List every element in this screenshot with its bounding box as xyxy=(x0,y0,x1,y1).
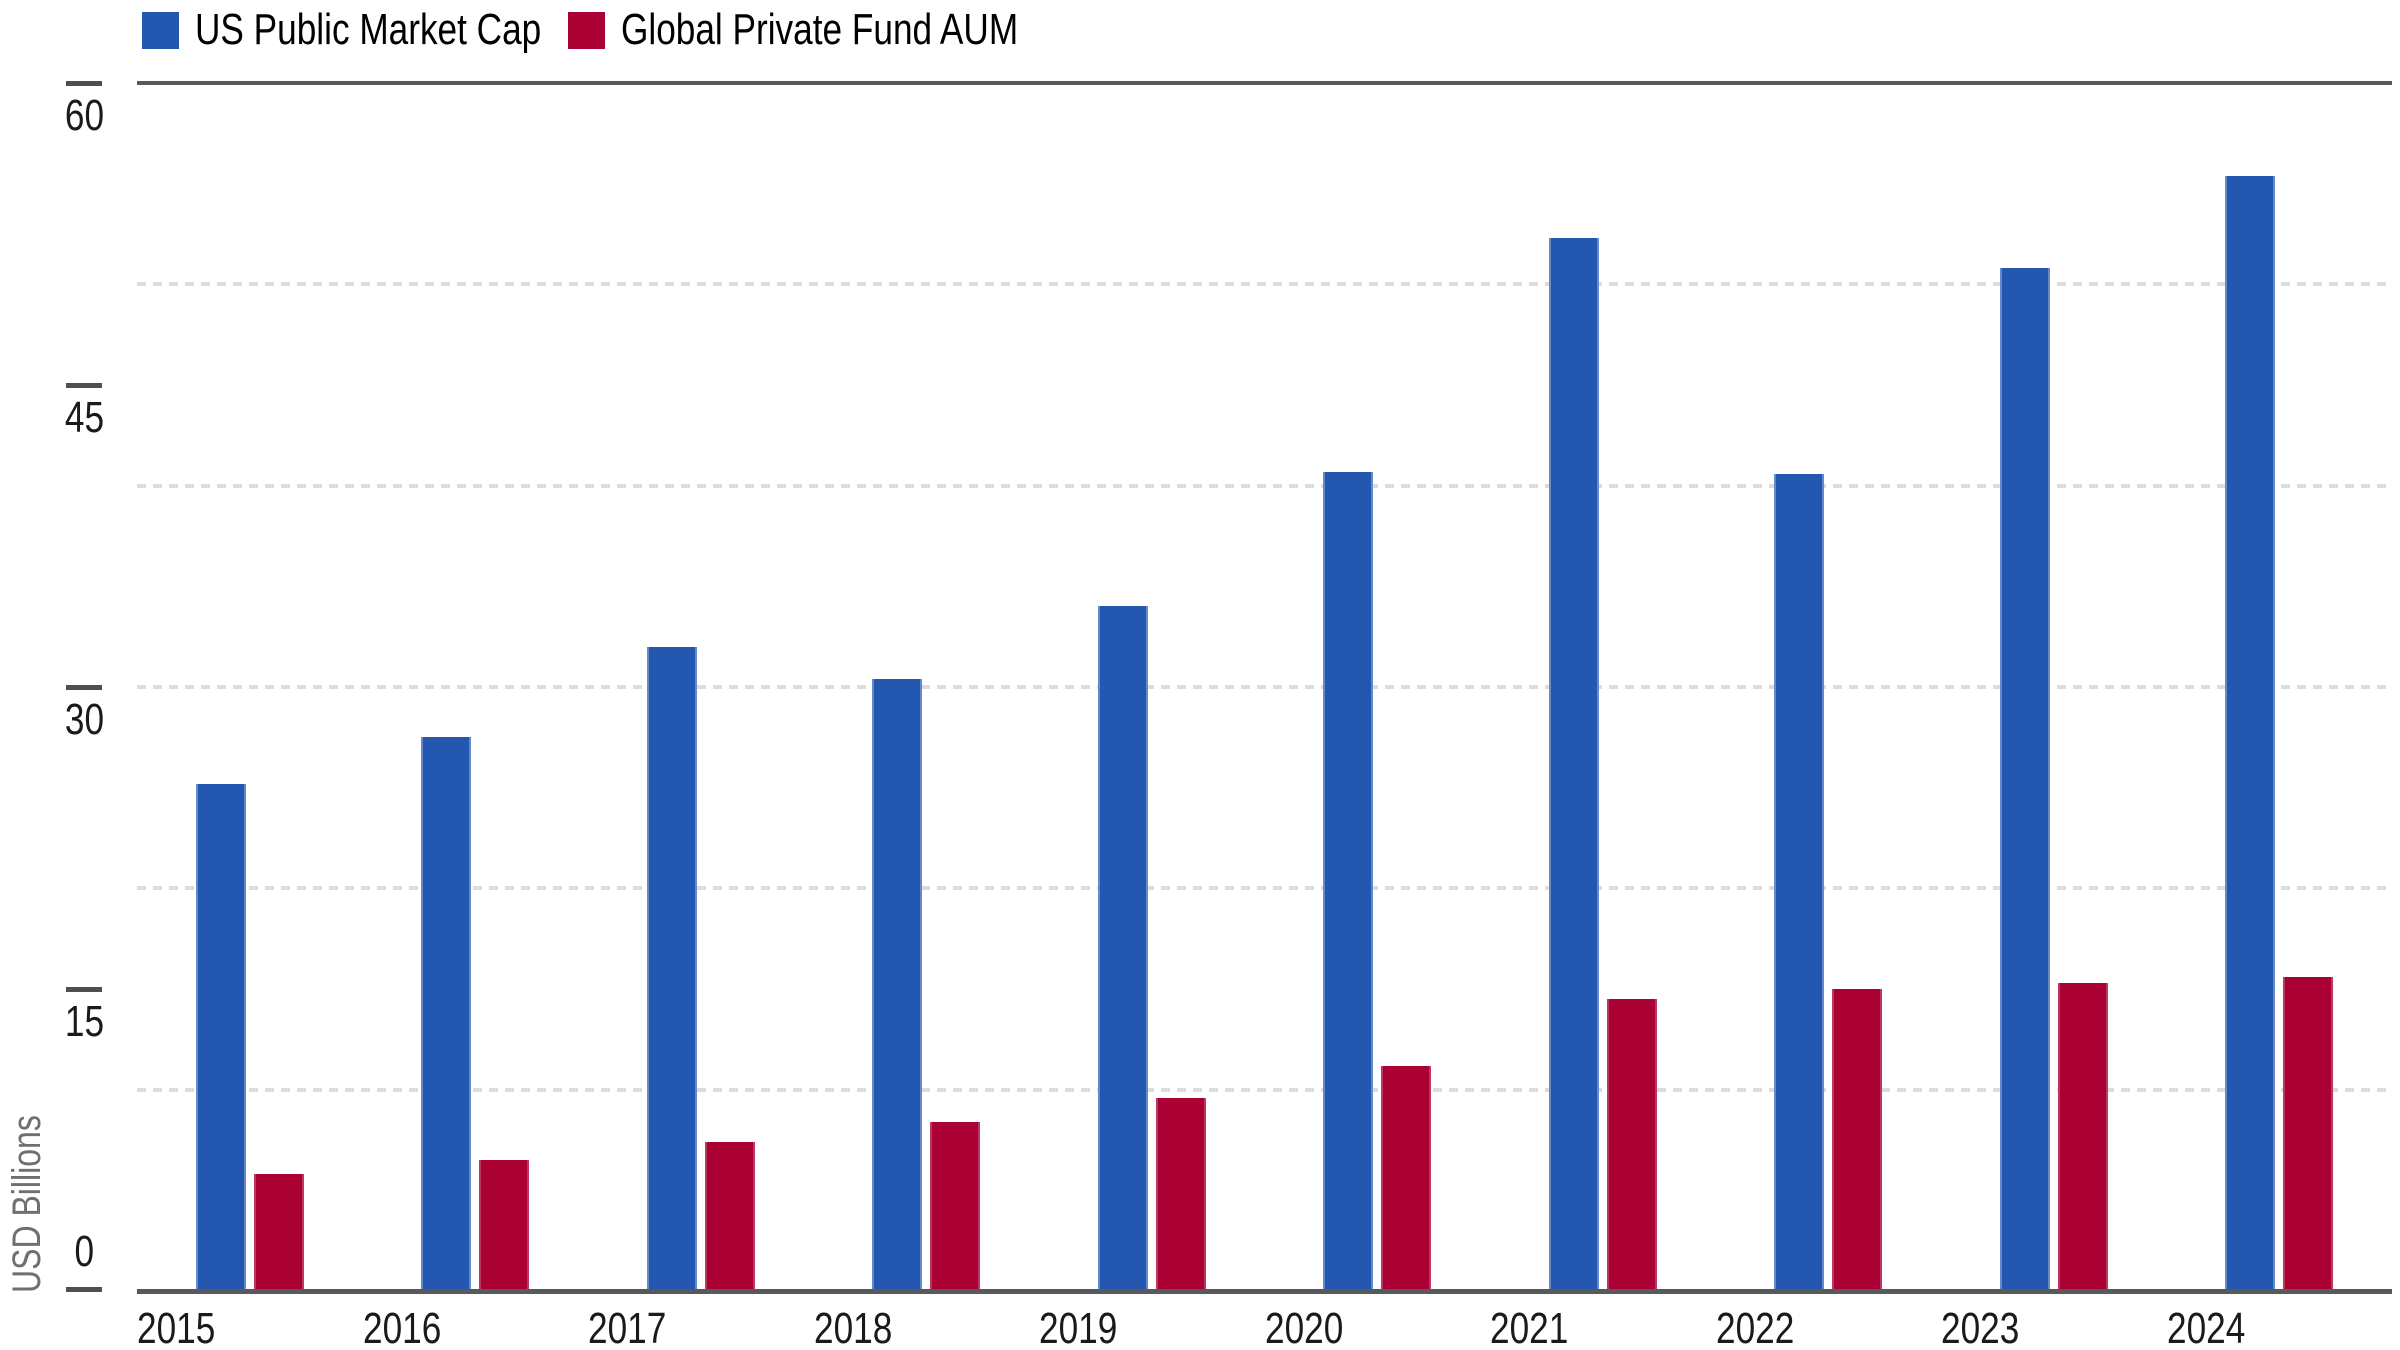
x-axis-baseline xyxy=(137,1289,2392,1294)
y-tick-label-30: 30 xyxy=(56,697,112,743)
y-axis-title-text: USD Billions xyxy=(5,1115,49,1293)
x-tick-label-2024: 2024 xyxy=(2167,1306,2265,1350)
x-tick-label-2016: 2016 xyxy=(363,1306,461,1350)
x-tick-label-2021: 2021 xyxy=(1490,1306,1588,1350)
y-tick-label-text: 15 xyxy=(64,997,104,1046)
y-tick-0 xyxy=(66,1287,102,1292)
y-tick-label-text: 60 xyxy=(64,91,104,140)
bar-global-private-fund-aum-2015 xyxy=(253,1174,304,1291)
legend-label-text: US Public Market Cap xyxy=(195,5,542,54)
x-tick-label-text: 2021 xyxy=(1490,1304,1569,1350)
bar-global-private-fund-aum-2023 xyxy=(2057,982,2108,1291)
x-tick-label-text: 2016 xyxy=(362,1304,441,1350)
bar-global-private-fund-aum-2018 xyxy=(930,1121,981,1291)
bar-us-public-market-cap-2020 xyxy=(1323,471,1374,1291)
y-tick-60 xyxy=(66,81,102,86)
legend-swatch-global-private-fund-aum xyxy=(568,11,605,49)
legend-item-us-public-market-cap: US Public Market Cap xyxy=(142,5,628,54)
x-tick-label-text: 2022 xyxy=(1715,1304,1794,1350)
bar-us-public-market-cap-2022 xyxy=(1774,473,1825,1291)
x-tick-label-text: 2015 xyxy=(137,1304,216,1350)
gridline-30 xyxy=(137,685,2392,689)
y-tick-label-text: 45 xyxy=(64,393,104,442)
legend-label: US Public Market Cap xyxy=(195,5,628,54)
legend-label: Global Private Fund AUM xyxy=(621,5,1117,54)
x-tick-label-2018: 2018 xyxy=(814,1306,912,1350)
bar-us-public-market-cap-2019 xyxy=(1097,606,1148,1291)
y-tick-label-text: 30 xyxy=(64,695,104,744)
gridline-50 xyxy=(137,282,2392,287)
bar-us-public-market-cap-2024 xyxy=(2225,175,2276,1291)
x-tick-label-2022: 2022 xyxy=(1716,1306,1814,1350)
legend-label-text: Global Private Fund AUM xyxy=(621,5,1019,54)
bar-us-public-market-cap-2017 xyxy=(646,646,697,1291)
bar-global-private-fund-aum-2016 xyxy=(479,1160,530,1291)
x-tick-label-2017: 2017 xyxy=(588,1306,686,1350)
bar-global-private-fund-aum-2020 xyxy=(1381,1065,1432,1291)
x-tick-label-text: 2023 xyxy=(1941,1304,2020,1350)
bar-global-private-fund-aum-2019 xyxy=(1155,1097,1206,1291)
legend-item-global-private-fund-aum: Global Private Fund AUM xyxy=(568,5,1117,54)
x-tick-label-text: 2024 xyxy=(2166,1304,2245,1350)
bar-global-private-fund-aum-2022 xyxy=(1832,989,1883,1291)
gridline-10 xyxy=(137,1087,2392,1092)
x-tick-label-2019: 2019 xyxy=(1039,1306,1137,1350)
bar-us-public-market-cap-2018 xyxy=(872,678,923,1291)
bar-global-private-fund-aum-2017 xyxy=(704,1142,755,1291)
bar-global-private-fund-aum-2024 xyxy=(2283,976,2334,1291)
x-tick-label-text: 2020 xyxy=(1264,1304,1343,1350)
y-tick-15 xyxy=(66,987,102,992)
axis-top-line xyxy=(137,81,2392,85)
y-axis-title: USD Billions xyxy=(5,1071,49,1293)
gridline-20 xyxy=(137,886,2392,891)
gridline-40 xyxy=(137,483,2392,488)
y-tick-label-45: 45 xyxy=(56,395,112,441)
y-tick-label-0: 0 xyxy=(56,1229,112,1275)
bar-us-public-market-cap-2015 xyxy=(195,783,246,1291)
bar-global-private-fund-aum-2021 xyxy=(1606,999,1657,1291)
y-tick-label-15: 15 xyxy=(56,999,112,1045)
y-tick-label-text: 0 xyxy=(74,1227,94,1276)
legend-swatch-us-public-market-cap xyxy=(142,11,179,49)
x-tick-label-2020: 2020 xyxy=(1265,1306,1363,1350)
y-tick-label-60: 60 xyxy=(56,93,112,139)
y-tick-30 xyxy=(66,685,102,690)
bar-us-public-market-cap-2016 xyxy=(421,737,472,1291)
x-tick-label-text: 2017 xyxy=(588,1304,667,1350)
x-tick-label-2015: 2015 xyxy=(137,1306,235,1350)
y-tick-45 xyxy=(66,383,102,388)
x-tick-label-text: 2019 xyxy=(1039,1304,1118,1350)
bar-us-public-market-cap-2021 xyxy=(1548,238,1599,1291)
bar-us-public-market-cap-2023 xyxy=(1999,268,2050,1291)
x-tick-label-2023: 2023 xyxy=(1941,1306,2039,1350)
x-tick-label-text: 2018 xyxy=(813,1304,892,1350)
